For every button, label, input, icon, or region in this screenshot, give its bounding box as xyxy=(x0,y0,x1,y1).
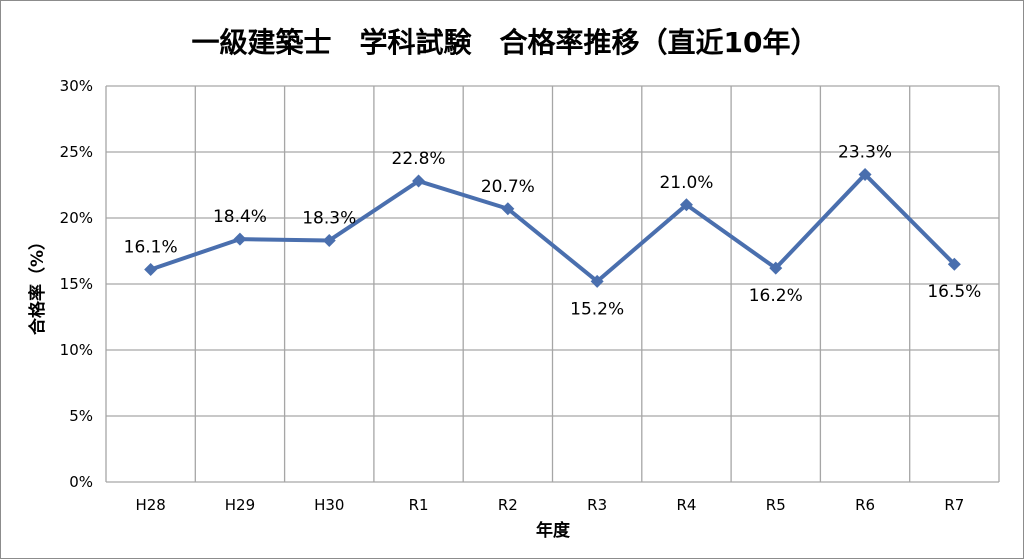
data-label: 21.0% xyxy=(659,173,713,193)
data-point-marker xyxy=(679,198,693,212)
x-tick-label: R3 xyxy=(587,496,607,514)
data-point-marker xyxy=(144,262,158,276)
y-tick-label: 5% xyxy=(69,407,93,425)
y-tick-label: 15% xyxy=(60,275,93,293)
data-point-marker xyxy=(322,233,336,247)
data-point-marker xyxy=(947,257,961,271)
data-label: 15.2% xyxy=(570,299,624,319)
series-layer xyxy=(144,167,961,288)
y-axis-ticks: 0% 5% 10% 15% 20% 25% 30% xyxy=(60,77,93,491)
data-point-marker xyxy=(233,232,247,246)
y-tick-label: 10% xyxy=(60,341,93,359)
data-label: 18.3% xyxy=(302,208,356,228)
y-tick-label: 25% xyxy=(60,143,93,161)
x-tick-label: R1 xyxy=(409,496,429,514)
x-tick-label: H28 xyxy=(135,496,165,514)
y-axis-title: 合格率（%） xyxy=(27,233,48,335)
series-line xyxy=(148,172,957,284)
data-point-marker xyxy=(590,274,604,288)
x-tick-label: R6 xyxy=(855,496,875,514)
x-tick-label: R2 xyxy=(498,496,518,514)
data-point-marker xyxy=(769,261,783,275)
x-tick-label: H29 xyxy=(225,496,255,514)
data-label: 16.5% xyxy=(927,282,981,302)
y-tick-label: 0% xyxy=(69,473,93,491)
data-label: 16.1% xyxy=(124,237,178,257)
data-labels: 16.1% 18.4% 18.3% 22.8% 20.7% 15.2% 21.0% 16.2%… xyxy=(124,142,982,319)
gridlines xyxy=(105,85,1000,483)
y-tick-label: 30% xyxy=(60,77,93,95)
chart-title: 一級建築士 学科試験 合格率推移（直近10年） xyxy=(192,26,819,59)
data-label: 18.4% xyxy=(213,207,267,227)
x-tick-label: R5 xyxy=(766,496,786,514)
x-tick-label: R7 xyxy=(944,496,964,514)
x-tick-label: H30 xyxy=(314,496,344,514)
data-point-marker xyxy=(412,174,426,188)
y-tick-label: 20% xyxy=(60,209,93,227)
data-label: 22.8% xyxy=(392,149,446,169)
data-label: 20.7% xyxy=(481,177,535,197)
data-label: 23.3% xyxy=(838,142,892,162)
x-tick-label: R4 xyxy=(676,496,696,514)
x-axis-title: 年度 xyxy=(536,520,571,541)
data-label: 16.2% xyxy=(749,286,803,306)
data-point-marker xyxy=(858,167,872,181)
data-point-marker xyxy=(501,202,515,216)
x-axis-ticks: H28 H29 H30 R1 R2 R3 R4 R5 R6 R7 xyxy=(135,496,964,514)
